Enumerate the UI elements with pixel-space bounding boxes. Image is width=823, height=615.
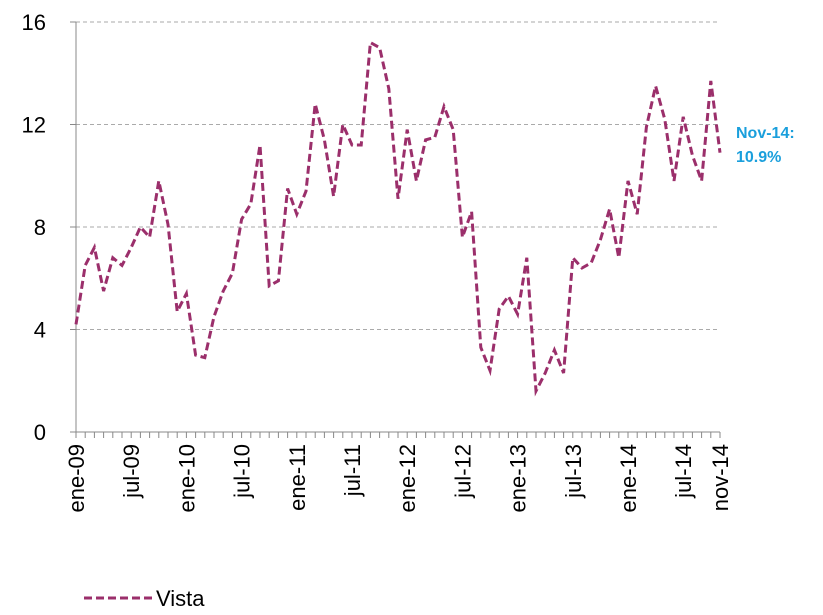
annotation: Nov-14: bbox=[736, 125, 795, 142]
y-tick-label: 8 bbox=[34, 215, 46, 240]
line-series bbox=[74, 40, 722, 397]
x-tick-label: ene-14 bbox=[616, 444, 641, 513]
y-tick-label: 0 bbox=[34, 420, 46, 445]
legend-label: Vista bbox=[156, 586, 205, 610]
annotation: 10.9% bbox=[736, 149, 781, 166]
y-tick-label: 4 bbox=[34, 318, 46, 343]
x-tick-label: jul-10 bbox=[230, 444, 255, 499]
x-tick-label: jul-11 bbox=[340, 444, 365, 497]
y-tick-label: 12 bbox=[22, 113, 46, 138]
x-tick-label: ene-12 bbox=[395, 444, 420, 513]
x-tick-label: ene-13 bbox=[506, 444, 531, 513]
x-tick-label: nov-14 bbox=[708, 444, 733, 511]
x-tick-label: ene-09 bbox=[64, 444, 89, 513]
x-tick-label: jul-12 bbox=[450, 444, 475, 499]
x-tick-label: jul-13 bbox=[561, 444, 586, 499]
x-tick-label: ene-11 bbox=[285, 444, 310, 511]
x-tick-label: jul-14 bbox=[671, 444, 696, 499]
x-tick-label: jul-09 bbox=[119, 444, 144, 499]
x-tick-label: ene-10 bbox=[174, 444, 199, 513]
y-tick-label: 16 bbox=[22, 10, 46, 35]
